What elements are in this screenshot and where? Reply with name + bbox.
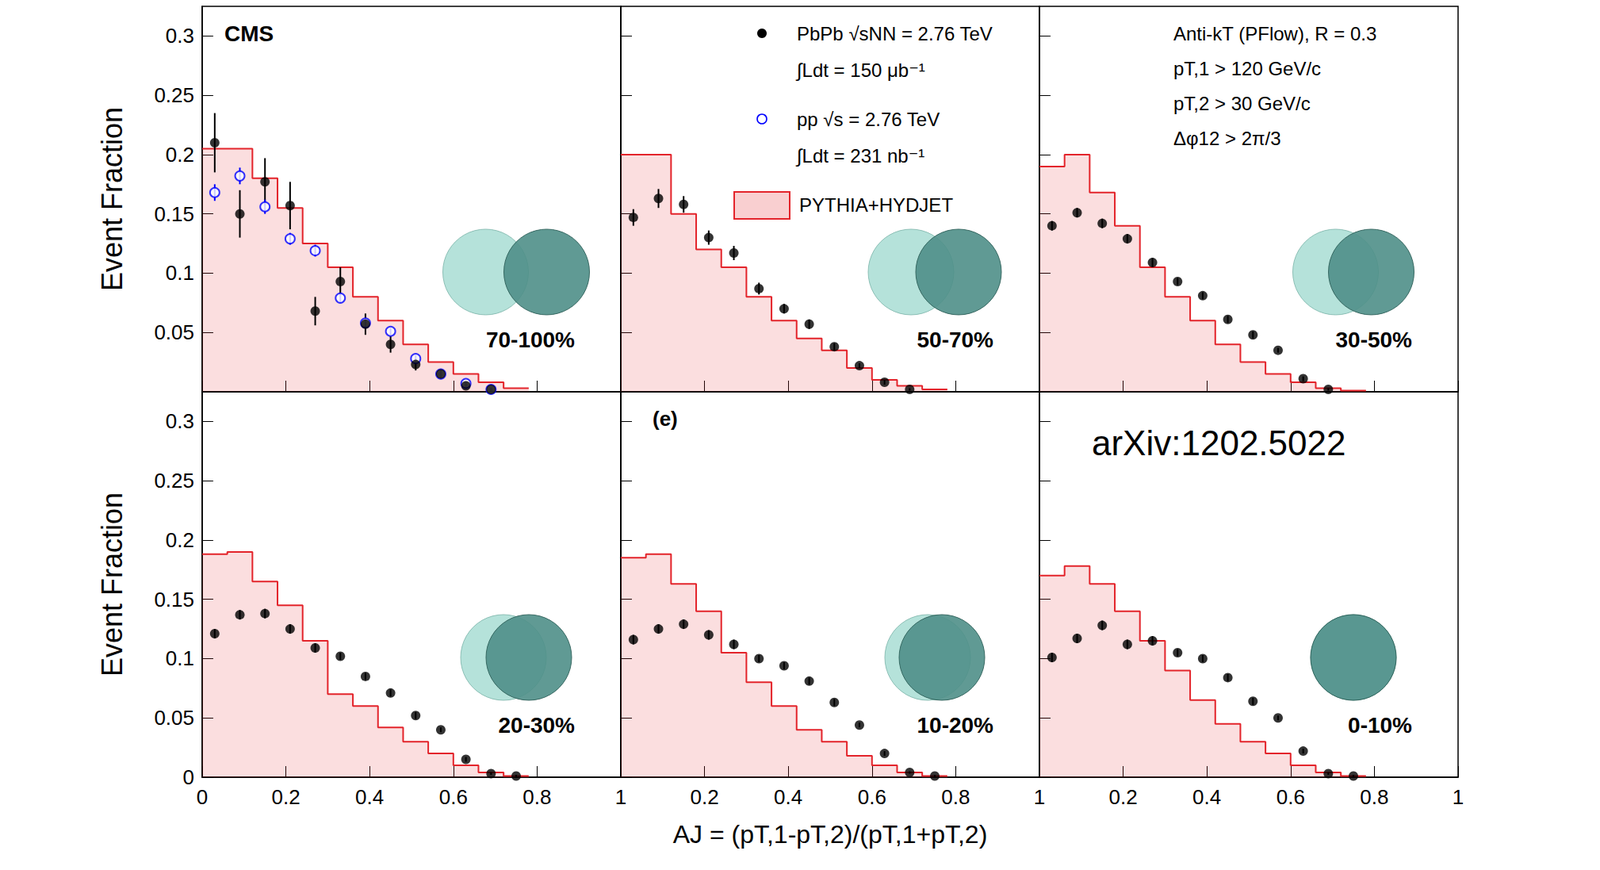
svg-text:pT,2 > 30 GeV/c: pT,2 > 30 GeV/c xyxy=(1173,92,1311,115)
svg-text:0.1: 0.1 xyxy=(165,646,195,670)
svg-text:0.15: 0.15 xyxy=(153,202,195,226)
svg-text:0.3: 0.3 xyxy=(165,23,195,48)
svg-text:∫Ldt = 150 μb⁻¹: ∫Ldt = 150 μb⁻¹ xyxy=(795,59,926,82)
svg-text:Anti-kT (PFlow), R = 0.3: Anti-kT (PFlow), R = 0.3 xyxy=(1173,22,1377,45)
svg-text:pp √s = 2.76 TeV: pp √s = 2.76 TeV xyxy=(796,108,940,131)
svg-text:CMS: CMS xyxy=(224,21,274,46)
svg-text:PYTHIA+HYDJET: PYTHIA+HYDJET xyxy=(799,194,954,216)
svg-text:0.25: 0.25 xyxy=(153,468,195,493)
svg-text:0.05: 0.05 xyxy=(153,705,195,730)
svg-text:0.4: 0.4 xyxy=(355,784,384,809)
svg-text:1: 1 xyxy=(615,784,627,809)
svg-text:Event Fraction: Event Fraction xyxy=(95,492,129,677)
svg-text:50-70%: 50-70% xyxy=(916,327,994,353)
svg-text:0.2: 0.2 xyxy=(1109,784,1138,809)
svg-text:30-50%: 30-50% xyxy=(1335,327,1413,353)
svg-text:1: 1 xyxy=(1452,784,1464,809)
svg-text:0-10%: 0-10% xyxy=(1347,712,1413,738)
svg-text:0.8: 0.8 xyxy=(1359,784,1389,809)
svg-text:0.25: 0.25 xyxy=(153,83,195,108)
svg-text:0.6: 0.6 xyxy=(857,784,887,809)
svg-text:0.4: 0.4 xyxy=(773,784,803,809)
svg-text:10-20%: 10-20% xyxy=(916,712,994,738)
svg-text:∫Ldt = 231 nb⁻¹: ∫Ldt = 231 nb⁻¹ xyxy=(795,145,925,168)
svg-text:0.2: 0.2 xyxy=(165,528,195,552)
svg-text:0.3: 0.3 xyxy=(165,409,195,433)
svg-text:0.15: 0.15 xyxy=(153,587,195,612)
svg-text:PbPb √sNN = 2.76 TeV: PbPb √sNN = 2.76 TeV xyxy=(796,22,993,45)
svg-text:0.4: 0.4 xyxy=(1192,784,1222,809)
svg-text:0: 0 xyxy=(183,765,195,789)
svg-text:0.2: 0.2 xyxy=(690,784,720,809)
svg-text:0.1: 0.1 xyxy=(165,260,195,285)
svg-text:Event Fraction: Event Fraction xyxy=(95,107,129,291)
svg-text:0: 0 xyxy=(196,784,208,809)
svg-text:20-30%: 20-30% xyxy=(497,712,575,738)
svg-text:0.8: 0.8 xyxy=(522,784,552,809)
svg-text:pT,1 > 120 GeV/c: pT,1 > 120 GeV/c xyxy=(1173,57,1321,80)
svg-text:(e): (e) xyxy=(652,406,678,431)
svg-text:70-100%: 70-100% xyxy=(486,327,575,353)
svg-text:0.05: 0.05 xyxy=(153,320,195,345)
svg-text:0.6: 0.6 xyxy=(1276,784,1306,809)
svg-text:AJ = (pT,1-pT,2)/(pT,1+pT,2): AJ = (pT,1-pT,2)/(pT,1+pT,2) xyxy=(673,819,988,849)
svg-text:0.8: 0.8 xyxy=(941,784,970,809)
svg-text:0.2: 0.2 xyxy=(271,784,301,809)
svg-text:0.2: 0.2 xyxy=(165,142,195,167)
svg-text:1: 1 xyxy=(1033,784,1045,809)
svg-text:0.6: 0.6 xyxy=(439,784,468,809)
svg-text:Δφ12 > 2π/3: Δφ12 > 2π/3 xyxy=(1173,127,1282,150)
svg-text:arXiv:1202.5022: arXiv:1202.5022 xyxy=(1091,423,1346,463)
